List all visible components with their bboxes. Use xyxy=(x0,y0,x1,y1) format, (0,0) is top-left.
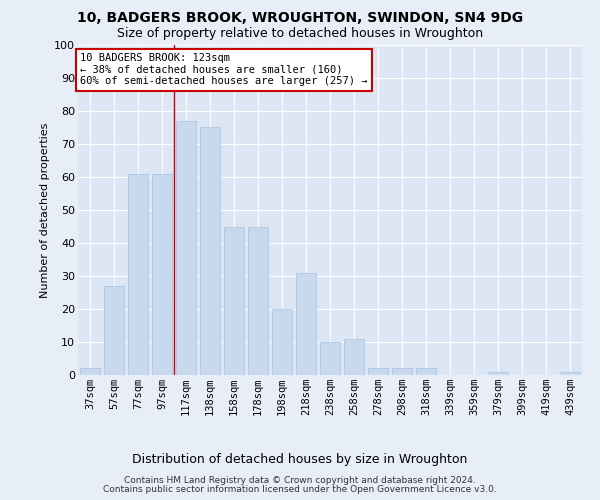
Bar xyxy=(80,368,100,375)
Bar xyxy=(344,338,364,375)
Bar xyxy=(368,368,388,375)
Bar xyxy=(272,309,292,375)
Bar xyxy=(152,174,172,375)
Text: 10, BADGERS BROOK, WROUGHTON, SWINDON, SN4 9DG: 10, BADGERS BROOK, WROUGHTON, SWINDON, S… xyxy=(77,11,523,25)
Bar xyxy=(392,368,412,375)
Bar xyxy=(224,226,244,375)
Bar xyxy=(320,342,340,375)
Bar xyxy=(200,128,220,375)
Bar xyxy=(248,226,268,375)
Bar xyxy=(176,121,196,375)
Bar xyxy=(128,174,148,375)
Bar xyxy=(104,286,124,375)
Text: 10 BADGERS BROOK: 123sqm
← 38% of detached houses are smaller (160)
60% of semi-: 10 BADGERS BROOK: 123sqm ← 38% of detach… xyxy=(80,53,368,86)
Text: Distribution of detached houses by size in Wroughton: Distribution of detached houses by size … xyxy=(133,452,467,466)
Bar xyxy=(488,372,508,375)
Text: Contains public sector information licensed under the Open Government Licence v3: Contains public sector information licen… xyxy=(103,485,497,494)
Bar xyxy=(416,368,436,375)
Text: Contains HM Land Registry data © Crown copyright and database right 2024.: Contains HM Land Registry data © Crown c… xyxy=(124,476,476,485)
Text: Size of property relative to detached houses in Wroughton: Size of property relative to detached ho… xyxy=(117,26,483,40)
Bar xyxy=(560,372,580,375)
Y-axis label: Number of detached properties: Number of detached properties xyxy=(40,122,50,298)
Bar xyxy=(296,272,316,375)
